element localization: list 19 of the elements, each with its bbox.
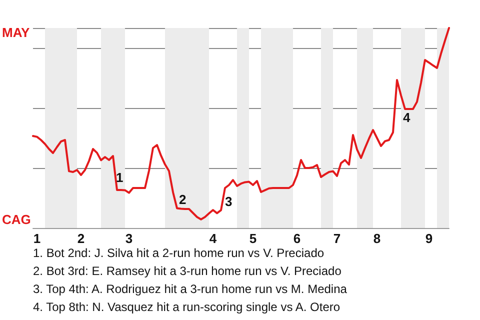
x-tick-label: 6 [293, 231, 301, 246]
text: CAG [2, 212, 31, 227]
x-tick-label: 2 [77, 231, 85, 246]
text: 3. Top 4th: A. Rodriguez hit a 3-run home run vs M. Medina [33, 282, 348, 296]
x-tick-label: 3 [125, 231, 133, 246]
x-tick-label: 4 [209, 231, 218, 246]
annotation: 3 [225, 194, 232, 209]
annotation: 1 [116, 170, 124, 185]
text: 1. Bot 2nd: J. Silva hit a 2-run home run vs V. Preciado [33, 246, 324, 260]
x-tick-label: 9 [425, 231, 433, 246]
annotation: 4 [403, 110, 411, 125]
x-tick-label: 8 [373, 231, 381, 246]
x-tick-label: 5 [249, 231, 257, 246]
text: 2. Bot 3rd: E. Ramsey hit a 3-run home run vs V. Preciado [33, 264, 342, 278]
text: 4. Top 8th: N. Vasquez hit a run-scoring single vs A. Otero [33, 300, 340, 314]
x-tick-label: 7 [333, 231, 341, 246]
text: MAY [2, 25, 30, 40]
x-tick-label: 1 [33, 231, 41, 246]
annotation: 2 [179, 192, 186, 207]
